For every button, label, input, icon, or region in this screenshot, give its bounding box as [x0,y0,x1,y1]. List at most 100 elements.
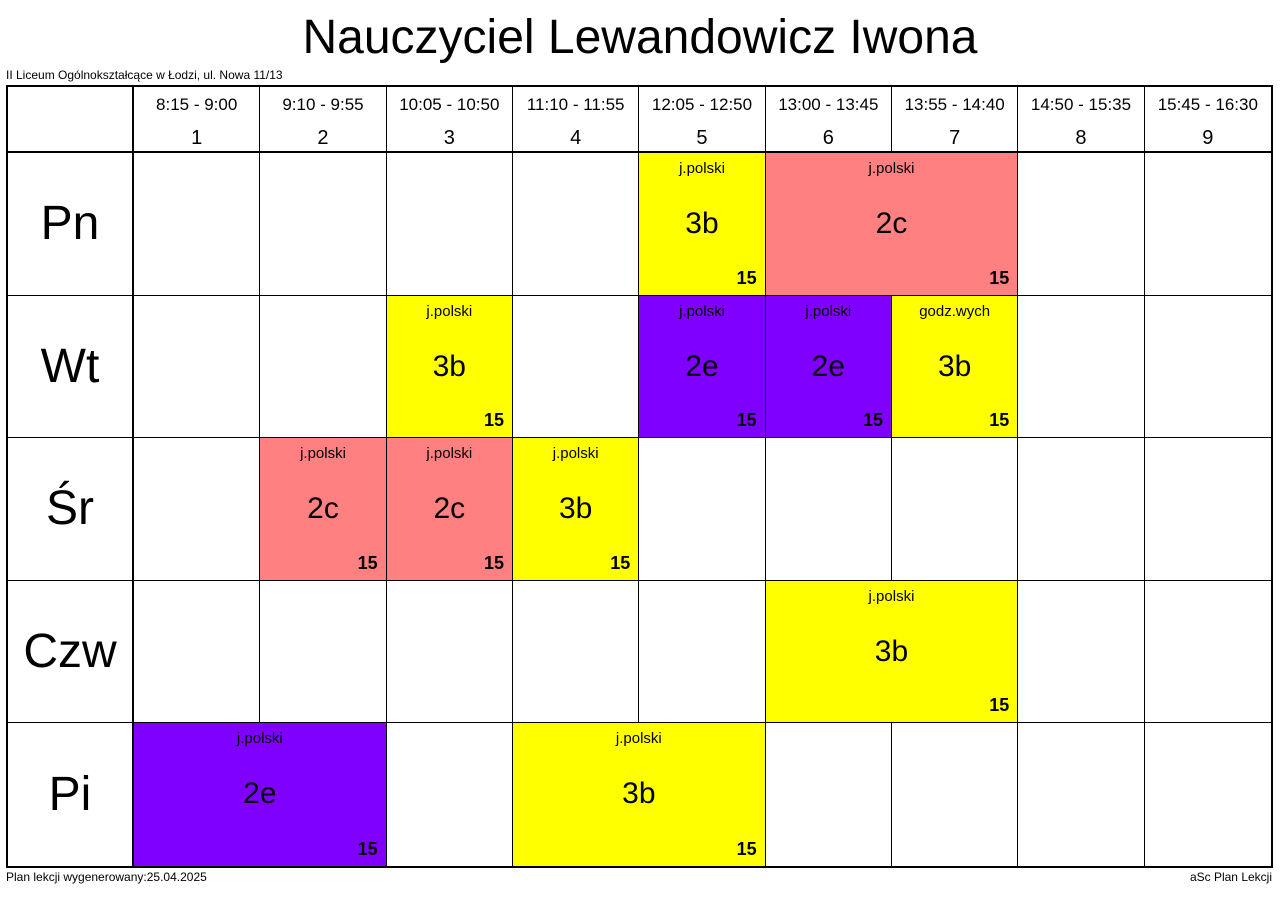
subject: j.polski [805,302,852,320]
empty-cell [1144,153,1271,296]
empty-cell [1018,153,1145,296]
period-number: 1 [191,127,203,149]
period-header: 10:05 - 10:50 3 [386,87,513,153]
subject: j.polski [615,730,662,748]
empty-cell [134,580,261,724]
day-label: Czw [8,580,134,724]
room: 15 [357,552,378,573]
period-header: 13:00 - 13:45 6 [765,87,892,153]
period-time: 8:15 - 9:00 [156,95,238,114]
empty-cell [1144,723,1271,866]
class-name: 3b [622,777,656,811]
subject: j.polski [679,160,725,177]
room: 15 [862,410,883,431]
lesson: godz.wych 3b 15 [892,295,1019,439]
empty-cell [386,153,513,296]
subject: j.polski [679,302,725,320]
room: 15 [736,410,757,431]
empty-cell [134,295,261,439]
empty-cell [639,438,766,581]
empty-cell [134,438,261,581]
lesson: j.polski 3b 15 [765,580,1019,724]
empty-cell [639,580,766,724]
period-number: 2 [317,127,329,149]
empty-cell [1144,295,1271,439]
subject: j.polski [426,302,473,320]
empty-cell [386,580,513,724]
room: 15 [989,267,1010,288]
room: 15 [483,552,504,573]
subject: j.polski [552,445,599,463]
class-name: 2c [875,207,908,240]
lesson: j.polski 2e 15 [639,295,766,439]
period-number: 8 [1075,127,1087,149]
period-time: 13:55 - 14:40 [904,95,1005,114]
empty-cell [1144,580,1271,724]
timetable: 8:15 - 9:00 1 9:10 - 9:55 2 10:05 - 10:50 3 11… [6,85,1273,868]
title: Nauczyciel Lewandowicz Iwona [302,11,978,64]
lesson: j.polski 3b 15 [639,153,766,296]
class-name: 3b [432,349,466,383]
empty-cell [260,580,387,724]
class-name: 2e [243,777,277,811]
day-label: Pi [8,723,134,866]
lesson: j.polski 2c 15 [260,438,387,581]
subject: j.polski [868,587,915,605]
room: 15 [483,410,504,431]
room: 15 [989,695,1010,716]
period-header: 11:10 - 11:55 4 [513,87,640,153]
empty-cell [1018,295,1145,439]
lesson: j.polski 3b 15 [386,295,513,439]
class-name: 2e [685,349,719,383]
subject: j.polski [300,445,346,463]
empty-cell [1144,438,1271,581]
period-number: 4 [570,127,582,149]
class-name: 2c [307,492,339,526]
subject: godz.wych [919,302,991,320]
day-label: Śr [8,438,134,581]
empty-cell [1018,723,1145,866]
empty-cell [1018,580,1145,724]
room: 15 [989,410,1010,431]
room: 15 [736,267,757,288]
empty-cell [386,723,513,866]
subject: j.polski [426,445,473,463]
room: 15 [357,838,378,859]
class-name: 2c [433,492,466,526]
subject: j.polski [868,160,915,177]
class-name: 2e [811,349,845,383]
period-number: 3 [443,127,455,149]
empty-cell [765,723,892,866]
subject: j.polski [236,730,283,748]
empty-cell [513,153,640,296]
period-time: 13:00 - 13:45 [778,95,879,114]
school: II Liceum Ogólnokształcące w Łodzi, ul. … [6,68,283,82]
class-name: 3b [558,492,593,526]
empty-cell [513,580,640,724]
lesson: j.polski 3b 15 [513,438,640,581]
lesson: j.polski 2e 15 [134,723,387,866]
period-header: 9:10 - 9:55 2 [260,87,387,153]
period-time: 15:45 - 16:30 [1157,95,1258,114]
period-number: 6 [822,127,834,149]
period-header: 14:50 - 15:35 8 [1018,87,1145,153]
empty-cell [892,723,1019,866]
class-name: 3b [937,349,972,383]
lesson: j.polski 3b 15 [513,723,766,866]
lesson: j.polski 2c 15 [765,153,1019,296]
period-header: 8:15 - 9:00 1 [134,87,261,153]
corner [8,87,134,153]
generated: Plan lekcji wygenerowany:25.04.2025 [6,870,207,884]
period-number: 7 [949,127,961,149]
empty-cell [892,438,1019,581]
app-name: aSc Plan Lekcji [1189,870,1272,884]
period-header: 15:45 - 16:30 9 [1144,87,1271,153]
empty-cell [765,438,892,581]
empty-cell [134,153,261,296]
room: 15 [610,552,631,573]
period-time: 10:05 - 10:50 [399,95,500,114]
empty-cell [513,295,640,439]
period-header: 13:55 - 14:40 7 [892,87,1019,153]
class-name: 3b [685,207,719,240]
